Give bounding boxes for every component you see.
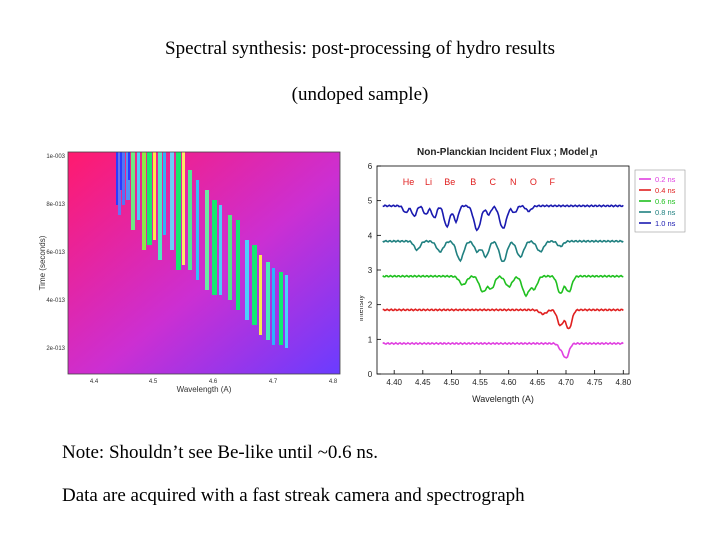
flux-series-line <box>382 239 624 263</box>
flux-chart-title-subscript: e <box>590 153 594 160</box>
flux-x-tick-label: 4.65 <box>530 378 546 387</box>
flux-x-tick-label: 4.75 <box>587 378 603 387</box>
ion-label: B <box>470 177 476 187</box>
heatmap-streak <box>142 152 146 250</box>
heatmap-streak <box>163 152 166 235</box>
heatmap-frame <box>67 151 341 375</box>
flux-x-tick-label: 4.50 <box>444 378 460 387</box>
flux-y-tick-label: 1 <box>368 335 373 344</box>
flux-series-line <box>382 308 624 330</box>
flux-legend-label: 0.8 ns <box>655 208 676 217</box>
heatmap-streak <box>272 268 275 345</box>
heatmap-y-tick-label: 4e-013 <box>46 298 65 304</box>
heatmap-streak <box>118 152 121 215</box>
flux-series-line <box>382 274 624 298</box>
note-be-like: Note: Shouldn’t see Be-like until ~0.6 n… <box>62 442 379 463</box>
heatmap-x-tick-label: 4.5 <box>149 379 158 385</box>
ion-label: C <box>489 177 496 187</box>
ion-label: N <box>510 177 517 187</box>
heatmap-streak <box>252 245 257 325</box>
heatmap-y-tick-label: 8e-013 <box>46 202 65 208</box>
heatmap-streak <box>188 170 192 270</box>
heatmap-streak <box>176 152 181 270</box>
heatmap-background <box>68 152 340 374</box>
heatmap-streak <box>236 220 240 310</box>
flux-legend-label: 0.2 ns <box>655 175 676 184</box>
flux-x-tick-label: 4.60 <box>501 378 517 387</box>
heatmap-streak <box>170 152 174 250</box>
heatmap-streak <box>137 152 140 220</box>
ion-label: Be <box>444 177 455 187</box>
heatmap-streak <box>182 152 185 265</box>
flux-legend-label: 0.6 ns <box>655 197 676 206</box>
flux-chart-title: Non-Planckian Incident Flux ; Model n <box>417 147 598 158</box>
heatmap-streak <box>205 190 209 290</box>
heatmap-streak <box>228 215 232 300</box>
heatmap-x-tick-label: 4.7 <box>269 379 278 385</box>
heatmap-y-tick-label: 2e-013 <box>46 346 65 352</box>
heatmap-streak <box>153 152 156 240</box>
heatmap-x-tick-label: 4.4 <box>90 379 99 385</box>
heatmap-y-tick-label: 1e-003 <box>46 154 65 160</box>
flux-y-tick-label: 4 <box>368 231 373 240</box>
flux-y-axis-label: Intensity <box>360 295 365 322</box>
flux-x-tick-label: 4.45 <box>415 378 431 387</box>
note-data-acquisition: Data are acquired with a fast streak cam… <box>62 485 525 506</box>
flux-series-line <box>382 204 624 232</box>
flux-legend-label: 1.0 ns <box>655 219 676 228</box>
slide-title-line1: Spectral synthesis: post-processing of h… <box>165 38 555 59</box>
heatmap-streak <box>219 205 222 295</box>
heatmap-dark-band <box>128 152 130 180</box>
heatmap-streak <box>266 262 270 340</box>
ion-label: He <box>403 177 415 187</box>
heatmap-y-axis-label: Time (seconds) <box>38 235 47 290</box>
ion-label: O <box>530 177 537 187</box>
ion-label: Li <box>425 177 432 187</box>
heatmap-streak <box>212 200 217 295</box>
streak-heatmap-chart: 1e-003 8e-013 6e-013 4e-013 2e-013 4.4 4.5 4.6 4… <box>38 151 341 394</box>
heatmap-streak <box>158 152 162 260</box>
heatmap-x-tick-label: 4.8 <box>329 379 338 385</box>
flux-y-tick-label: 2 <box>368 301 373 310</box>
flux-series-line <box>382 341 624 359</box>
heatmap-streak <box>147 152 152 245</box>
flux-x-tick-label: 4.40 <box>386 378 402 387</box>
flux-x-tick-label: 4.70 <box>558 378 574 387</box>
flux-y-tick-label: 5 <box>368 197 373 206</box>
flux-x-axis-label: Wavelength (A) <box>472 394 534 404</box>
ion-label: F <box>550 177 556 187</box>
heatmap-dark-band <box>120 152 122 190</box>
heatmap-streak <box>279 272 283 345</box>
flux-legend-label: 0.4 ns <box>655 186 676 195</box>
flux-x-tick-label: 4.80 <box>615 378 631 387</box>
heatmap-dark-band <box>116 152 118 205</box>
heatmap-streak <box>285 275 288 348</box>
heatmap-streak <box>245 240 249 320</box>
flux-x-tick-label: 4.55 <box>472 378 488 387</box>
flux-y-tick-label: 6 <box>368 162 373 171</box>
incident-flux-chart: Non-Planckian Incident Flux ; Model ne 0 1… <box>360 147 686 404</box>
flux-y-tick-label: 3 <box>368 266 373 275</box>
slide-title-line2: (undoped sample) <box>291 84 429 105</box>
heatmap-streak <box>122 152 125 205</box>
heatmap-x-axis-label: Wavelength (A) <box>177 385 232 394</box>
flux-y-tick-label: 0 <box>368 370 373 379</box>
heatmap-x-tick-label: 4.6 <box>209 379 218 385</box>
heatmap-streak <box>196 180 199 280</box>
heatmap-y-tick-label: 6e-013 <box>46 250 65 256</box>
heatmap-streak <box>131 152 135 230</box>
heatmap-streak <box>259 255 262 335</box>
